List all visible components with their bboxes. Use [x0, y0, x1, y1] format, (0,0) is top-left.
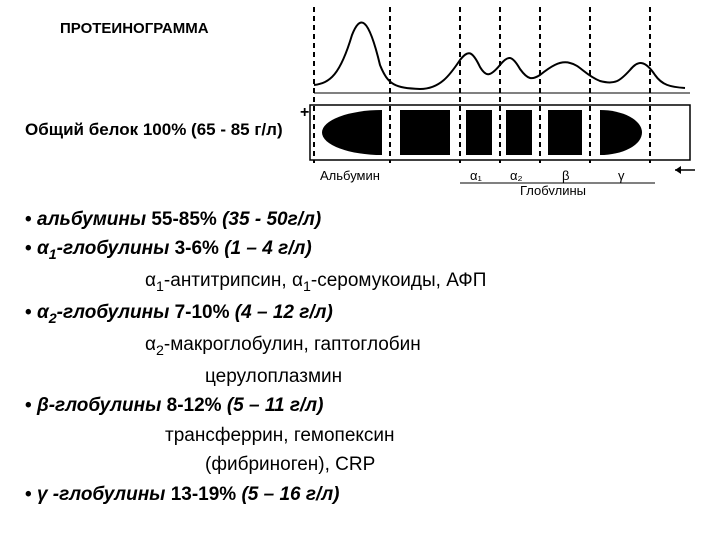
- list-line: (фибриноген), CRP: [25, 450, 700, 479]
- svg-text:β: β: [562, 168, 569, 183]
- list-line: • альбумины 55-85% (35 - 50г/л): [25, 205, 700, 234]
- list-line: • α2-глобулины 7-10% (4 – 12 г/л): [25, 298, 700, 330]
- list-line: трансферрин, гемопексин: [25, 421, 700, 450]
- list-line: • γ -глобулины 13-19% (5 – 16 г/л): [25, 480, 700, 509]
- svg-text:Альбумин: Альбумин: [320, 168, 380, 183]
- svg-text:+: +: [300, 104, 309, 121]
- list-line: α1-антитрипсин, α1-серомукоиды, АФП: [25, 266, 700, 298]
- list-line: церулоплазмин: [25, 362, 700, 391]
- svg-text:α₂: α₂: [510, 168, 523, 183]
- svg-text:γ: γ: [618, 168, 625, 183]
- list-line: • β-глобулины 8-12% (5 – 11 г/л): [25, 391, 700, 420]
- svg-text:Глобулины: Глобулины: [520, 183, 586, 195]
- protein-fractions-list: • альбумины 55-85% (35 - 50г/л)• α1-глоб…: [25, 205, 700, 509]
- electrophoresis-diagram: Альбумин α₁ α₂ β γ Глобулины +: [300, 5, 700, 195]
- svg-text:α₁: α₁: [470, 168, 483, 183]
- page-title: ПРОТЕИНОГРАММА: [60, 20, 209, 37]
- list-line: • α1-глобулины 3-6% (1 – 4 г/л): [25, 234, 700, 266]
- total-protein-label: Общий белок 100% (65 - 85 г/л): [25, 120, 283, 140]
- list-line: α2-макроглобулин, гаптоглобин: [25, 330, 700, 362]
